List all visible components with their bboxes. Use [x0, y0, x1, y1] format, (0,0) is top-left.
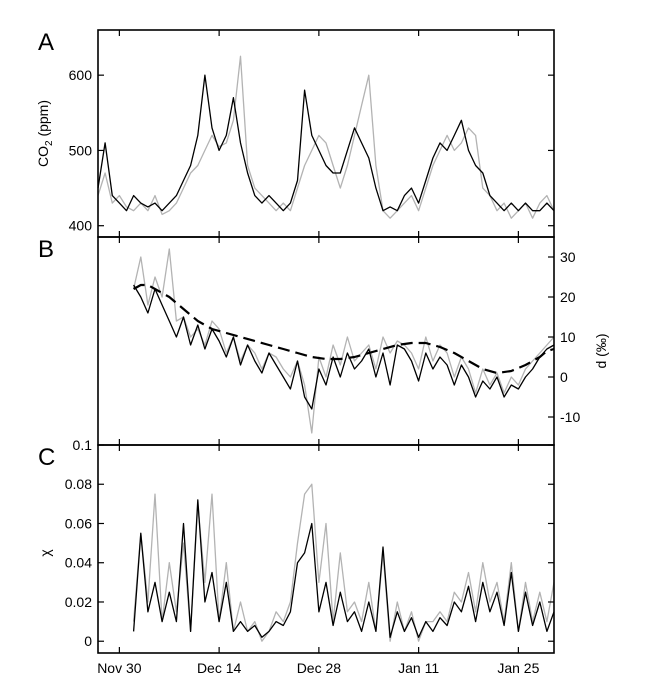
y-tick-label-right: -10 — [560, 409, 580, 425]
panel-c: C 0 0.02 0.04 0.06 0.08 0.1 Nov 30 Dec 14 Dec 28 J… — [37, 437, 555, 676]
y-tick-label: 0 — [84, 633, 92, 649]
series-gray-line — [132, 248, 555, 434]
panel-letter: C — [38, 444, 55, 471]
panel-letter: B — [38, 236, 54, 263]
y-tick-label: 600 — [69, 67, 93, 83]
y-tick-label: 0.02 — [65, 594, 92, 610]
y-tick-label: 0.04 — [65, 555, 92, 571]
plot-frame — [97, 444, 555, 654]
x-tick-label: Nov 30 — [97, 660, 142, 676]
y-axis-label-right: d (‰) — [593, 334, 609, 369]
y-axis-label: χ — [37, 549, 53, 557]
y-axis-label-sub: 2 — [44, 140, 55, 146]
y-tick-label: 400 — [69, 218, 93, 234]
y-axis-label: CO2 (ppm) — [35, 100, 55, 167]
series-black-line — [133, 284, 555, 410]
y-tick-label: 0.06 — [65, 515, 92, 531]
series-gray-line — [97, 55, 555, 219]
y-tick-label-right: 30 — [560, 249, 576, 265]
y-tick-label-right: 10 — [560, 329, 576, 345]
x-tick-label: Dec 14 — [197, 660, 242, 676]
y-tick-label-right: 0 — [560, 369, 568, 385]
y-tick-label: 500 — [69, 142, 93, 158]
y-tick-label: 0.1 — [73, 437, 93, 453]
panel-letter: A — [38, 29, 54, 56]
panel-a: A 400 500 600 CO2 (ppm) — [35, 29, 555, 238]
series-gray-line — [132, 483, 555, 642]
y-tick-label-right: 20 — [560, 289, 576, 305]
y-axis-label-main: CO — [35, 146, 51, 167]
x-tick-label: Jan 25 — [497, 660, 539, 676]
y-tick-label: 0.08 — [65, 476, 92, 492]
y-axis-label-unit: (ppm) — [35, 100, 51, 140]
series-black-line — [132, 499, 555, 638]
x-tick-label: Jan 11 — [398, 660, 439, 676]
x-tick-label: Dec 28 — [297, 660, 342, 676]
series-black-line — [97, 74, 555, 212]
series-dashed-line — [133, 283, 555, 375]
panel-b: B -10 0 10 20 30 d (‰) — [38, 236, 609, 446]
